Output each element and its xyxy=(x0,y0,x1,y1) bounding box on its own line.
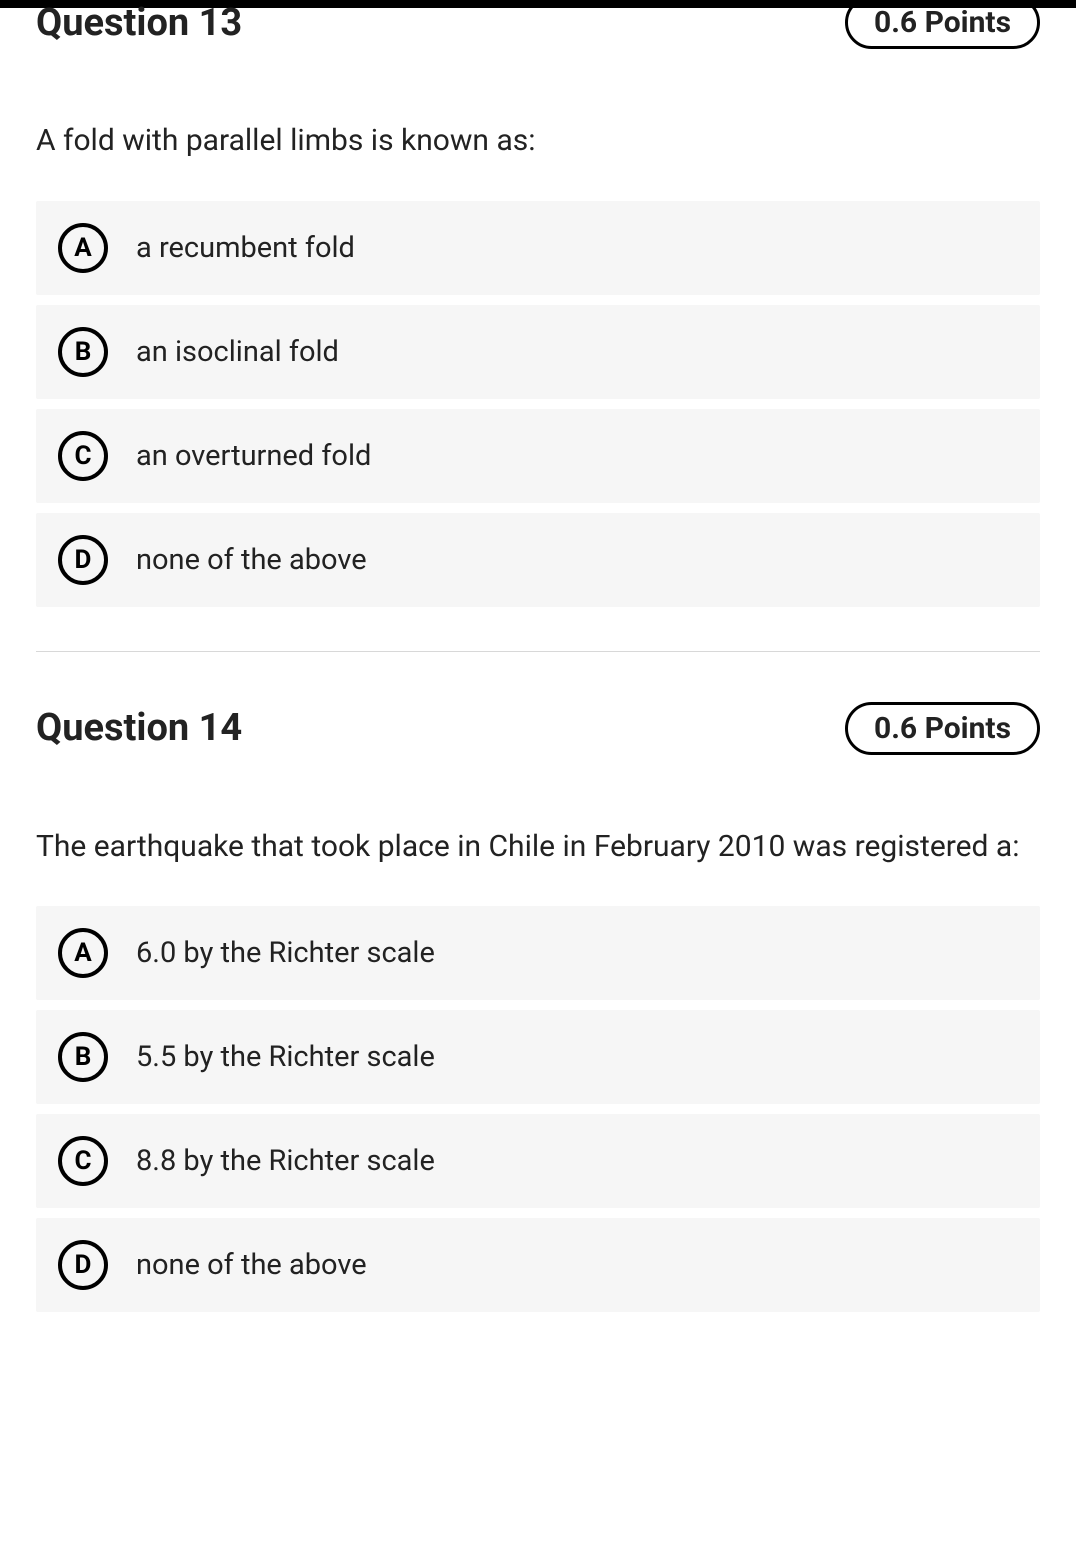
question-title: Question 14 xyxy=(36,706,242,750)
options-list: A 6.0 by the Richter scale B 5.5 by the … xyxy=(36,906,1040,1312)
option-text: none of the above xyxy=(136,543,367,577)
option-letter-icon: C xyxy=(58,431,108,481)
option-b[interactable]: B an isoclinal fold xyxy=(36,305,1040,399)
question-prompt: A fold with parallel limbs is known as: xyxy=(36,119,1040,163)
option-letter-icon: B xyxy=(58,1032,108,1082)
question-header: Question 14 0.6 Points xyxy=(36,702,1040,755)
points-badge: 0.6 Points xyxy=(845,702,1040,755)
option-a[interactable]: A a recumbent fold xyxy=(36,201,1040,295)
question-prompt: The earthquake that took place in Chile … xyxy=(36,825,1040,869)
question-block: Question 14 0.6 Points The earthquake th… xyxy=(36,651,1040,1313)
option-text: an isoclinal fold xyxy=(136,335,339,369)
option-d[interactable]: D none of the above xyxy=(36,1218,1040,1312)
option-b[interactable]: B 5.5 by the Richter scale xyxy=(36,1010,1040,1104)
option-text: an overturned fold xyxy=(136,439,371,473)
points-badge: 0.6 Points xyxy=(845,0,1040,49)
options-list: A a recumbent fold B an isoclinal fold C… xyxy=(36,201,1040,607)
option-letter-icon: A xyxy=(58,928,108,978)
question-title: Question 13 xyxy=(36,1,242,45)
question-header: Question 13 0.6 Points xyxy=(36,8,1040,49)
question-block: Question 13 0.6 Points A fold with paral… xyxy=(36,8,1040,607)
option-letter-icon: A xyxy=(58,223,108,273)
quiz-content: Question 13 0.6 Points A fold with paral… xyxy=(0,8,1076,1352)
option-a[interactable]: A 6.0 by the Richter scale xyxy=(36,906,1040,1000)
option-letter-icon: D xyxy=(58,535,108,585)
option-text: 5.5 by the Richter scale xyxy=(136,1040,435,1074)
option-text: 6.0 by the Richter scale xyxy=(136,936,435,970)
option-letter-icon: D xyxy=(58,1240,108,1290)
option-text: 8.8 by the Richter scale xyxy=(136,1144,435,1178)
option-d[interactable]: D none of the above xyxy=(36,513,1040,607)
option-c[interactable]: C an overturned fold xyxy=(36,409,1040,503)
option-text: none of the above xyxy=(136,1248,367,1282)
option-letter-icon: C xyxy=(58,1136,108,1186)
option-text: a recumbent fold xyxy=(136,231,355,265)
option-c[interactable]: C 8.8 by the Richter scale xyxy=(36,1114,1040,1208)
option-letter-icon: B xyxy=(58,327,108,377)
